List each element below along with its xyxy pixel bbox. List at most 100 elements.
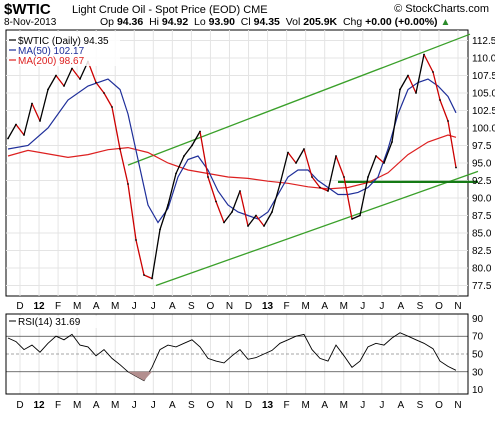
price-x-tick-label: A [169, 301, 176, 312]
price-x-tick-label: O [435, 301, 443, 312]
rsi-x-tick-label: O [435, 400, 443, 411]
price-point [343, 176, 345, 178]
price-segment [399, 75, 409, 90]
price-segment [159, 204, 169, 230]
stat-change-value: +0.00 (+0.00%) [365, 16, 438, 28]
price-point [127, 183, 129, 185]
price-y-tick-label: 97.5 [472, 141, 492, 152]
price-x-tick-label: J [132, 301, 137, 312]
price-legend: $WTIC (Daily) 94.35 MA(50) 102.17 MA(200… [8, 32, 120, 67]
price-point [103, 92, 105, 94]
price-segment [391, 89, 401, 143]
chart-description: Light Crude Oil - Spot Price (EOD) CME [72, 4, 268, 16]
price-segment [31, 103, 41, 122]
price-segment [335, 155, 345, 178]
price-x-tick-label: A [321, 301, 328, 312]
stat-open-value: 94.36 [116, 16, 144, 28]
price-segment [279, 152, 289, 185]
rsi-x-tick-label: A [169, 400, 176, 411]
rsi-legend-box [8, 316, 98, 328]
price-segment [183, 145, 193, 157]
price-y-tick-label: 90.0 [472, 194, 492, 205]
price-point [71, 67, 73, 70]
rsi-y-tick-label: 10 [472, 385, 484, 396]
stat-low-label: Lo [194, 16, 206, 28]
price-segment [351, 214, 361, 220]
legend-box [8, 32, 120, 66]
price-x-tick-label: N [226, 301, 233, 312]
price-point [447, 120, 449, 122]
price-y-tick-label: 77.5 [472, 281, 492, 292]
rsi-x-tick-label: A [321, 400, 328, 411]
price-point [303, 148, 305, 150]
price-point [207, 176, 209, 178]
rsi-x-tick-label: M [73, 400, 81, 411]
stat-volume-label: Vol [285, 16, 301, 28]
price-point [231, 211, 233, 213]
price-segment [231, 190, 241, 213]
price-segment [55, 75, 65, 87]
price-point [199, 130, 201, 133]
price-point [375, 155, 377, 157]
rsi-x-tick-label: M [111, 400, 119, 411]
price-x-tick-label: D [245, 301, 252, 312]
price-y-axis: 77.5 80.0 82.5 85.0 87.5 90.0 92.5 95.0 97.5 100.… [472, 36, 495, 292]
rsi-panel-frame [5, 313, 469, 395]
price-segment [327, 155, 337, 192]
rsi-x-tick-label: D [16, 400, 23, 411]
rsi-x-tick-label: S [417, 400, 424, 411]
price-x-tick-label: O [207, 301, 215, 312]
price-x-tick-label: F [55, 301, 61, 312]
price-x-tick-label: 12 [33, 301, 45, 312]
price-point [359, 214, 361, 217]
rsi-legend-label: RSI(14) 31.69 [18, 317, 81, 328]
rsi-y-axis: 10 30 50 70 90 [472, 314, 484, 396]
price-segment [103, 92, 113, 108]
rsi-x-tick-label: 13 [262, 400, 274, 411]
price-segment [432, 71, 441, 101]
exchange-label: CME [243, 4, 268, 16]
price-segment [7, 124, 17, 139]
rsi-oversold-fill [144, 371, 152, 381]
rsi-legend: RSI(14) 31.69 [8, 316, 98, 328]
rsi-oversold-fill [128, 371, 136, 377]
price-segment [383, 141, 393, 164]
price-segment [143, 274, 153, 280]
stat-change-label: Chg [342, 16, 363, 28]
legend-price: $WTIC (Daily) 94.35 [18, 36, 109, 47]
price-point [143, 274, 145, 276]
price-segment [255, 215, 265, 227]
price-y-tick-label: 85.0 [472, 229, 492, 240]
price-x-tick-label: M [340, 301, 348, 312]
price-x-axis: D 12 F M A M J J A S O N D 13 F M A M J J A S O N [16, 301, 461, 312]
lower-channel-line [155, 170, 479, 287]
price-segment [207, 176, 217, 202]
stat-low-value: 93.90 [208, 16, 235, 28]
price-point [95, 81, 97, 84]
rsi-x-tick-label: F [284, 400, 290, 411]
price-y-tick-label: 107.5 [472, 71, 495, 82]
price-point [391, 141, 393, 143]
price-marks [7, 33, 479, 287]
price-x-tick-label: A [93, 301, 100, 312]
price-point [271, 211, 273, 213]
rsi-oversold-fill [136, 371, 144, 381]
price-point [23, 134, 25, 136]
price-segment [311, 176, 321, 188]
price-point [247, 225, 249, 227]
price-x-tick-label: F [284, 301, 290, 312]
price-y-tick-label: 112.5 [472, 36, 495, 47]
price-x-tick-label: J [379, 301, 384, 312]
stat-open-label: Op [100, 16, 115, 28]
price-x-tick-label: J [151, 301, 156, 312]
price-point [183, 155, 185, 157]
price-x-tick-label: S [188, 301, 195, 312]
site-credit[interactable]: © StockCharts.com [394, 3, 489, 15]
rsi-x-tick-label: J [360, 400, 365, 411]
rsi-x-tick-label: J [132, 400, 137, 411]
chart-symbol: $WTIC [4, 1, 51, 18]
price-segment [295, 148, 305, 164]
price-point [455, 166, 457, 169]
rsi-marks [7, 332, 457, 382]
